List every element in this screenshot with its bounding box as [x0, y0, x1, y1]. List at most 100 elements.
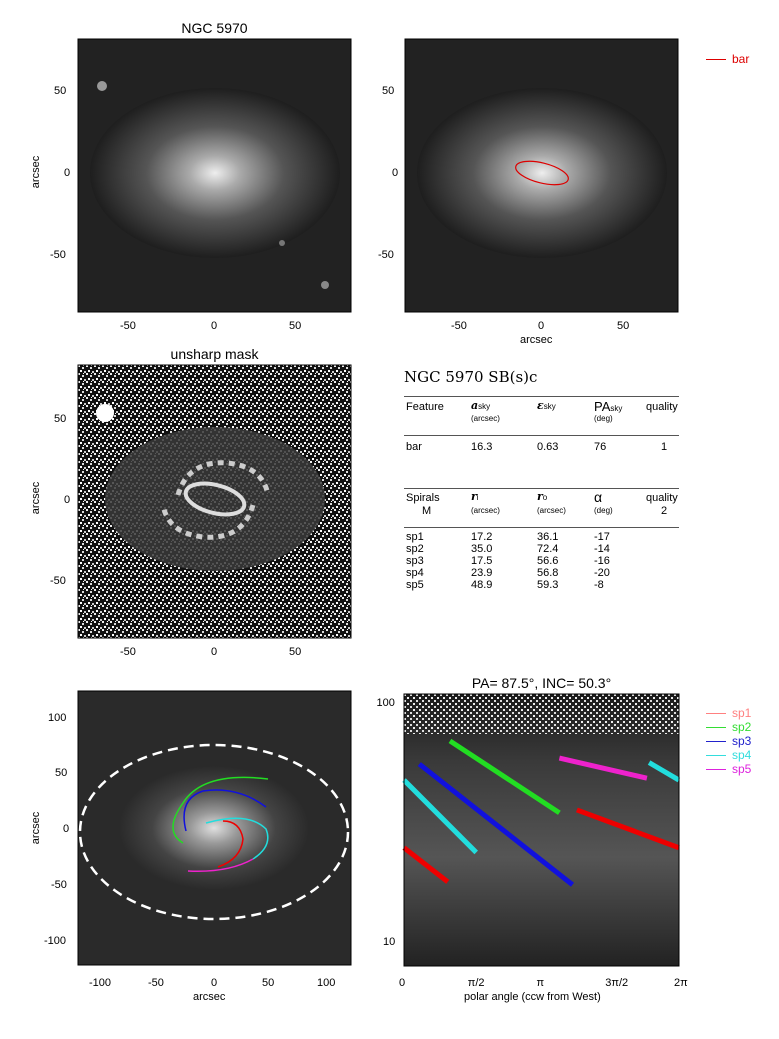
ro-subscript: o: [542, 493, 548, 502]
pa-subscript: sky: [610, 404, 623, 413]
y-tick: 50: [54, 85, 67, 97]
legend-swatch: [706, 754, 726, 756]
cell-ro: 72.4: [537, 543, 559, 555]
col-eps-sky: εsky: [537, 399, 556, 412]
x-tick: 0: [211, 977, 218, 989]
a-subscript: sky: [478, 402, 491, 411]
galaxy-image-bar-fit: [404, 38, 679, 313]
y-tick: -50: [378, 249, 394, 261]
cell-ro: 59.3: [537, 579, 559, 591]
spiral-arm-sp2: [172, 776, 269, 844]
series-line-sp3: [417, 762, 575, 887]
x-tick: -50: [451, 320, 467, 332]
cell-ri: 35.0: [471, 543, 493, 555]
pa-symbol: PA: [594, 399, 611, 414]
x-tick: π: [536, 977, 545, 989]
x-tick: 0: [211, 320, 218, 332]
col-a-sky: asky: [471, 399, 490, 412]
y-tick: 50: [55, 767, 68, 779]
series-line-sp1: [576, 807, 680, 851]
cell-alpha: -8: [594, 579, 604, 591]
legend-entry: sp1: [706, 706, 751, 720]
col-ro: ro: [537, 490, 547, 503]
legend-label: sp2: [732, 720, 752, 734]
x-tick: π/2: [467, 977, 485, 989]
x-tick: 50: [289, 320, 302, 332]
panel-title: NGC 5970: [181, 20, 248, 36]
legend-swatch: [706, 712, 726, 714]
y-tick: 100: [48, 712, 67, 724]
x-tick: 2π: [674, 977, 688, 989]
x-tick: 50: [289, 646, 302, 658]
table-title: NGC 5970 SB(s)c: [404, 368, 538, 386]
x-tick: 0: [211, 646, 218, 658]
x-tick: 50: [617, 320, 630, 332]
series-line-sp1: [402, 845, 450, 884]
cell-a: 16.3: [471, 441, 493, 453]
col-pa-sky: PAsky: [594, 399, 622, 414]
cell-alpha: -17: [594, 531, 610, 543]
y-axis-label: arcsec: [30, 481, 43, 515]
cell-feature: bar: [406, 441, 422, 453]
y-tick: -50: [50, 249, 66, 261]
legend-label: sp5: [732, 762, 752, 776]
cell-name: sp4: [406, 567, 424, 579]
table-rule: [404, 435, 679, 436]
cell-quality: 1: [661, 441, 668, 453]
ri-symbol: r: [471, 490, 477, 503]
series-layer: [402, 738, 681, 887]
log-polar-chart: [402, 693, 681, 967]
table-rule: [404, 488, 679, 489]
ri-subscript: i: [476, 493, 479, 502]
panel-title: unsharp mask: [170, 346, 259, 362]
cell-eps: 0.63: [537, 441, 559, 453]
legend-entry: bar: [706, 52, 749, 66]
cell-name: sp3: [406, 555, 424, 567]
cell-name: sp1: [406, 531, 424, 543]
y-axis-label: arcsec: [30, 155, 43, 189]
legend-label: sp1: [732, 706, 752, 720]
spiral-arm-sp3: [183, 789, 267, 832]
y-tick: -100: [44, 935, 67, 947]
alpha-unit: (deg): [594, 506, 613, 515]
table-rule: [404, 527, 679, 528]
cell-name: sp2: [406, 543, 424, 555]
unsharp-mask-image: [77, 364, 352, 639]
y-axis-label: arcsec: [30, 811, 43, 845]
col-feature: Feature: [406, 401, 444, 413]
col-alpha: α: [594, 489, 603, 505]
series-line-sp2: [448, 738, 561, 815]
eps-symbol: ε: [537, 399, 544, 412]
col-spirals: Spirals: [406, 492, 440, 504]
series-line-sp5: [558, 755, 648, 781]
y-tick: 0: [63, 823, 70, 835]
cell-ro: 36.1: [537, 531, 559, 543]
x-tick: 0: [538, 320, 545, 332]
legend-label: sp4: [732, 748, 752, 762]
spiral-arm-sp4: [205, 817, 269, 860]
outer-isophote-ellipse: [78, 743, 350, 921]
x-tick: -100: [89, 977, 112, 989]
legend-entry: sp5: [706, 762, 751, 776]
series-line-sp4: [402, 778, 478, 855]
x-tick: 3π/2: [605, 977, 629, 989]
galaxy-spiral-overlay: [77, 690, 352, 966]
x-tick: 100: [317, 977, 336, 989]
cell-pa: 76: [594, 441, 607, 453]
chart-title: PA= 87.5°, INC= 50.3°: [471, 675, 612, 691]
y-tick: 100: [376, 696, 395, 709]
x-tick: -50: [120, 320, 136, 332]
x-tick: 50: [262, 977, 275, 989]
legend-swatch: [706, 726, 726, 728]
series-line-sp4: [647, 760, 681, 783]
spiral-legend: sp1 sp2 sp3 sp4 sp5: [706, 706, 751, 776]
a-symbol: a: [471, 399, 479, 412]
y-tick: 50: [382, 85, 395, 97]
x-tick: 0: [399, 977, 406, 989]
cell-ri: 23.9: [471, 567, 493, 579]
bar-ellipse: [515, 160, 569, 186]
ro-unit: (arcsec): [537, 506, 566, 515]
x-tick: -50: [120, 646, 136, 658]
table-rule: [404, 396, 679, 397]
pa-unit: (deg): [594, 414, 613, 423]
